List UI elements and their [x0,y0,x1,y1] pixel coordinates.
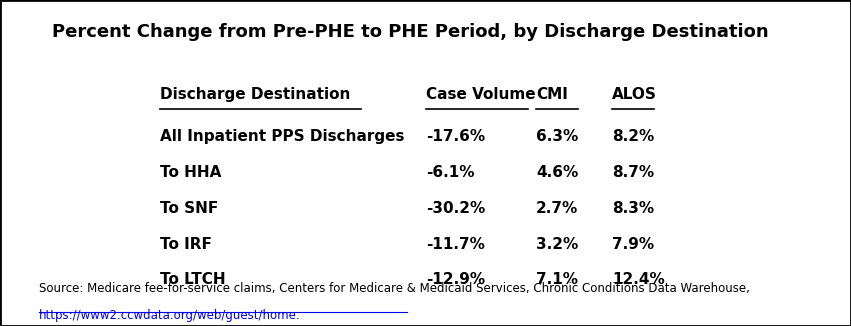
Text: ALOS: ALOS [612,87,657,102]
Text: All Inpatient PPS Discharges: All Inpatient PPS Discharges [160,129,405,144]
Text: 8.3%: 8.3% [612,201,654,216]
Text: -6.1%: -6.1% [426,165,475,180]
Text: 6.3%: 6.3% [536,129,579,144]
Text: 12.4%: 12.4% [612,273,665,288]
Text: -12.9%: -12.9% [426,273,485,288]
Text: To LTCH: To LTCH [160,273,226,288]
Text: -17.6%: -17.6% [426,129,485,144]
Text: Percent Change from Pre-PHE to PHE Period, by Discharge Destination: Percent Change from Pre-PHE to PHE Perio… [53,23,769,41]
Text: 2.7%: 2.7% [536,201,579,216]
Text: CMI: CMI [536,87,568,102]
Text: -30.2%: -30.2% [426,201,485,216]
Text: Case Volume: Case Volume [426,87,535,102]
Text: Discharge Destination: Discharge Destination [160,87,351,102]
Text: 8.7%: 8.7% [612,165,654,180]
Text: Source: Medicare fee-for-service claims, Centers for Medicare & Medicaid Service: Source: Medicare fee-for-service claims,… [39,282,750,295]
Text: https://www2.ccwdata.org/web/guest/home.: https://www2.ccwdata.org/web/guest/home. [39,309,300,322]
Text: To HHA: To HHA [160,165,222,180]
Text: 7.9%: 7.9% [612,237,654,252]
Text: 8.2%: 8.2% [612,129,654,144]
Text: To SNF: To SNF [160,201,219,216]
Text: 3.2%: 3.2% [536,237,579,252]
Text: 7.1%: 7.1% [536,273,578,288]
Text: -11.7%: -11.7% [426,237,485,252]
Text: To IRF: To IRF [160,237,212,252]
Text: 4.6%: 4.6% [536,165,579,180]
